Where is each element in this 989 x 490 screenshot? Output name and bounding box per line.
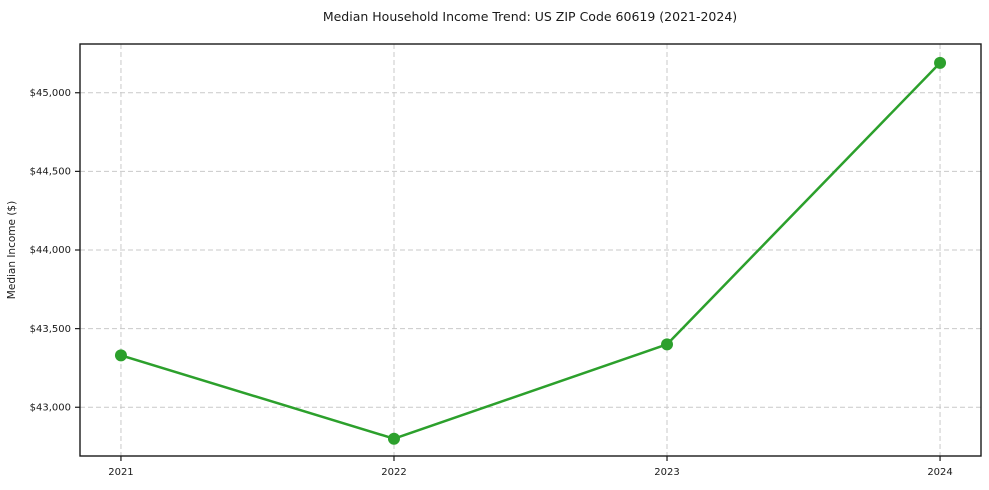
plot-border bbox=[79, 43, 982, 457]
x-tick-label: 2023 bbox=[654, 467, 679, 478]
data-point-marker bbox=[934, 56, 947, 69]
y-tick-label: $45,000 bbox=[30, 88, 71, 99]
trend-line bbox=[119, 61, 942, 440]
axes-group: $43,000 $43,500 $44,000 $44,500 $45,000 2021 2… bbox=[30, 43, 982, 478]
y-axis-title: Median Income ($) bbox=[6, 201, 18, 299]
y-tick-label: $44,500 bbox=[30, 167, 71, 178]
x-tick-label: 2024 bbox=[927, 467, 952, 478]
y-tick-label: $43,500 bbox=[30, 324, 71, 335]
data-series-group bbox=[114, 56, 947, 445]
chart-title: Median Household Income Trend: US ZIP Co… bbox=[323, 9, 737, 24]
gridlines-group bbox=[80, 44, 981, 456]
x-tick-label: 2021 bbox=[108, 467, 133, 478]
data-point-marker bbox=[661, 338, 674, 351]
data-point-marker bbox=[114, 349, 127, 362]
y-tick-label: $43,000 bbox=[30, 402, 71, 413]
x-tick-label: 2022 bbox=[381, 467, 406, 478]
data-point-marker bbox=[387, 432, 400, 445]
y-tick-label: $44,000 bbox=[30, 245, 71, 256]
